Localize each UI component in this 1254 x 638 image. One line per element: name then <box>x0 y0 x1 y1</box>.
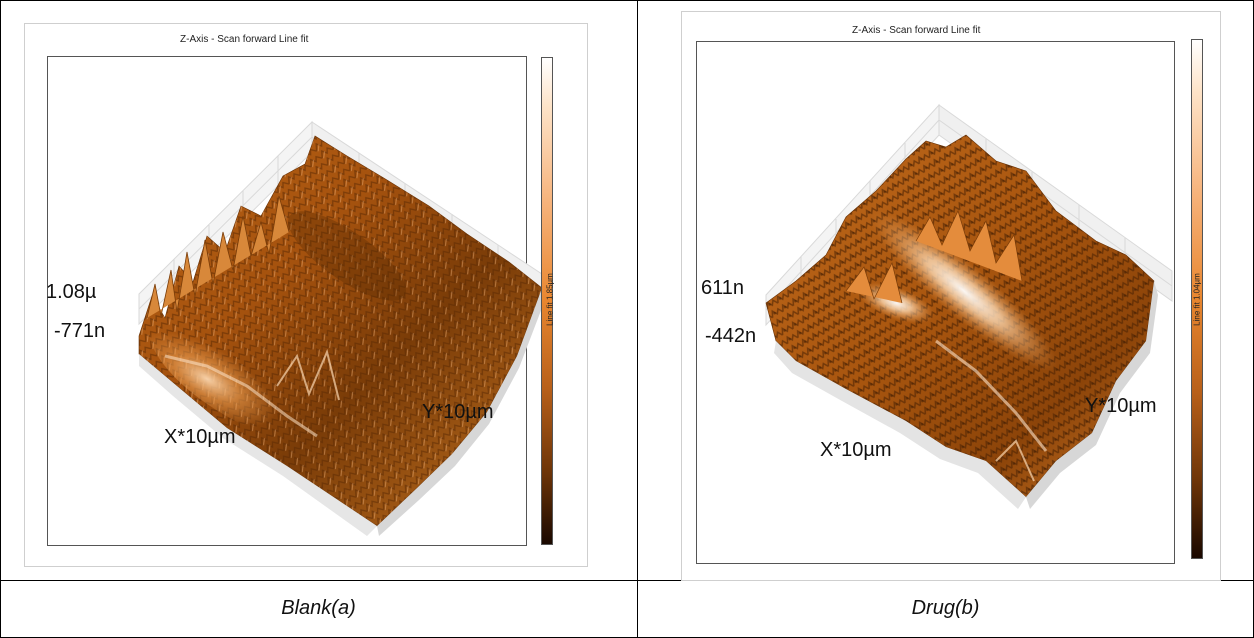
afm-3d-surface-drug <box>765 103 1173 509</box>
x-axis-label: X*10µm <box>820 439 892 461</box>
y-axis-label: Y*10µm <box>1085 395 1157 417</box>
panel-blank: Z-Axis - Scan forward Line fit <box>24 23 588 567</box>
table-border-left <box>0 0 1 638</box>
height-colorbar <box>541 57 553 545</box>
table-column-divider <box>637 0 638 638</box>
plot-title: Z-Axis - Scan forward Line fit <box>852 25 981 36</box>
colorbar-label: Line fit 1.04µm <box>1192 273 1202 326</box>
table-row-divider <box>0 580 1254 581</box>
y-axis-label: Y*10µm <box>422 401 494 423</box>
z-max-label: 1.08µ <box>46 281 97 303</box>
panel-outline <box>24 23 588 567</box>
table-border-top <box>0 0 1254 1</box>
surface <box>765 134 1158 509</box>
z-min-label: -442n <box>705 325 757 347</box>
panel-drug: Z-Axis - Scan forward Line fit <box>681 11 1221 583</box>
x-axis-label: X*10µm <box>164 426 236 448</box>
afm-3d-surface-blank <box>138 120 546 536</box>
surface <box>138 135 545 536</box>
caption-drug: Drug(b) <box>911 597 980 619</box>
panel-outline <box>681 11 1221 581</box>
z-min-label: -771n <box>54 320 106 342</box>
height-colorbar <box>1191 39 1203 559</box>
caption-blank: Blank(a) <box>281 597 356 619</box>
colorbar-label: Line fit 1.85µm <box>545 273 555 326</box>
z-max-label: 611n <box>701 277 745 299</box>
plot-title: Z-Axis - Scan forward Line fit <box>180 34 309 45</box>
